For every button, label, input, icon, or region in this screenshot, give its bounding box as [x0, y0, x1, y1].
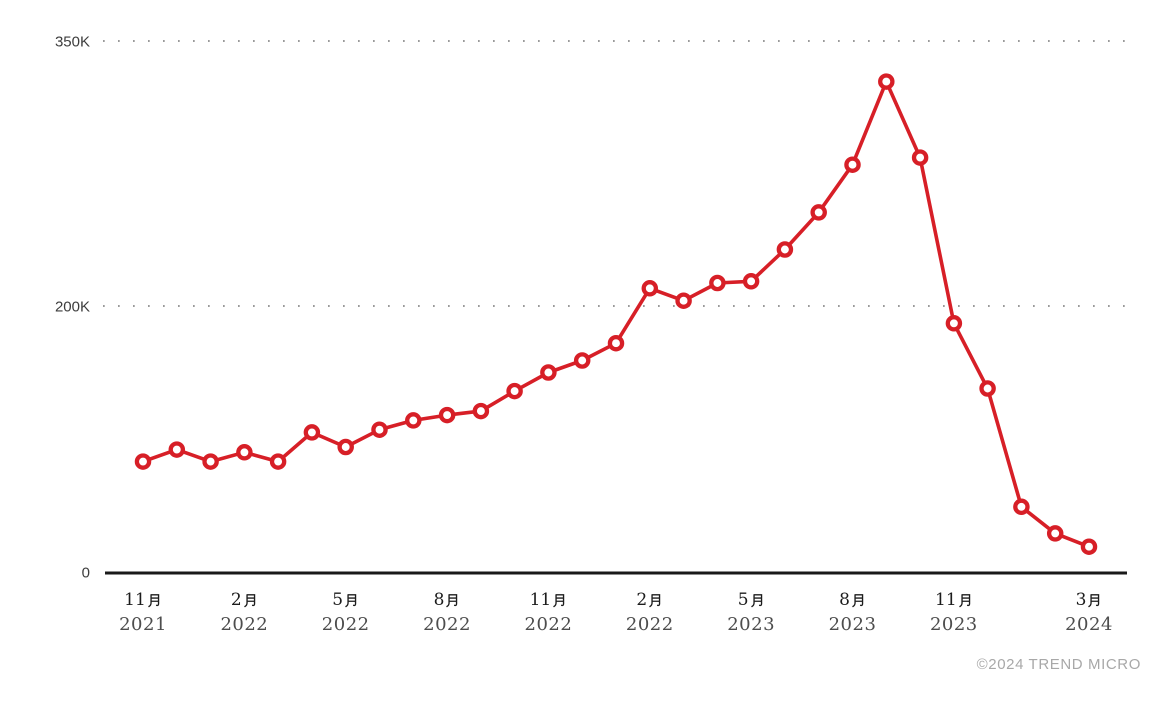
data-point-marker: [134, 453, 152, 470]
y-axis-label: 350K: [55, 34, 90, 51]
data-point-marker: [472, 402, 490, 420]
data-point-marker: [878, 73, 895, 90]
data-point-marker: [236, 444, 253, 461]
data-point-marker: [540, 364, 557, 381]
data-point-marker: [573, 352, 591, 369]
data-point-marker: [1013, 498, 1030, 516]
data-point-marker: [709, 274, 726, 292]
data-point-marker: [405, 412, 422, 429]
data-point-marker: [303, 424, 321, 441]
y-axis-label: 0: [82, 565, 90, 582]
copyright-watermark: ©2024 TREND MICRO: [976, 656, 1141, 673]
data-point-marker: [911, 149, 929, 166]
data-point-marker: [810, 204, 827, 221]
data-point-marker: [641, 280, 659, 297]
y-axis-label: 200K: [55, 299, 90, 316]
data-point-marker: [945, 315, 963, 332]
data-point-marker: [506, 382, 523, 400]
data-point-marker: [607, 334, 625, 352]
data-point-marker: [844, 156, 861, 173]
data-series-line: [141, 79, 1091, 549]
data-point-marker: [776, 241, 794, 258]
data-point-marker: [1080, 538, 1098, 555]
data-point-marker: [979, 380, 996, 397]
data-point-marker: [168, 441, 186, 458]
data-point-marker: [675, 292, 692, 309]
data-point-marker: [438, 406, 456, 424]
data-point-marker: [202, 453, 219, 470]
data-point-marker: [337, 438, 354, 456]
data-point-marker: [1046, 525, 1064, 542]
data-point-marker: [742, 273, 760, 290]
data-point-marker: [371, 421, 388, 438]
data-point-marker: [269, 453, 287, 470]
